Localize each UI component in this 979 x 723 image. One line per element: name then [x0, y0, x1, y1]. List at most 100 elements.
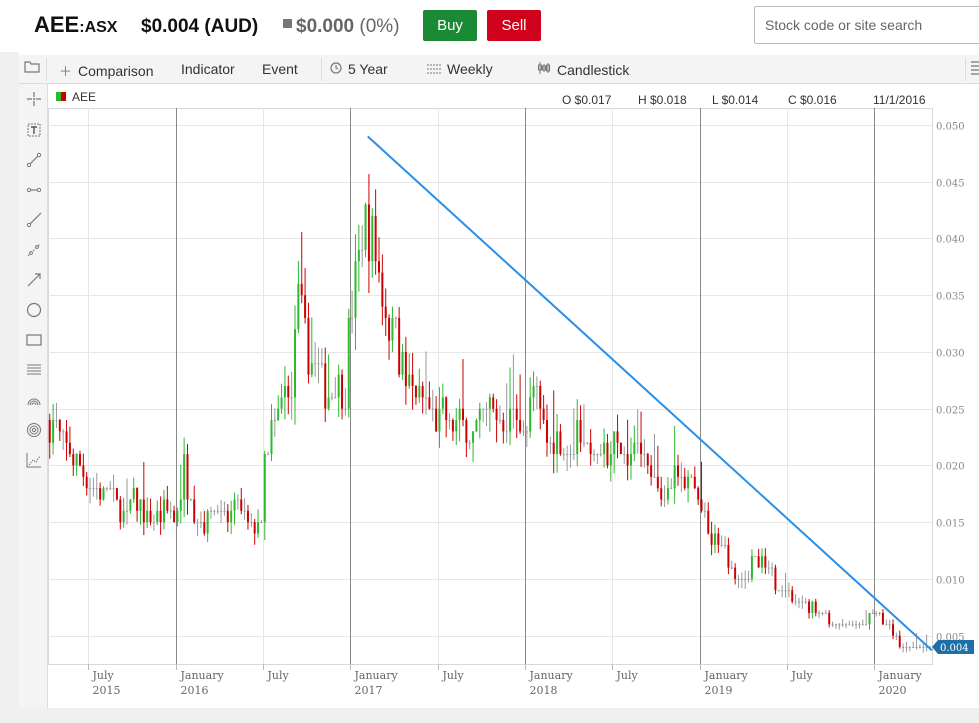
candle [149, 498, 152, 526]
search-input[interactable] [754, 6, 979, 44]
candle-body [257, 522, 260, 534]
range-selector[interactable]: 5 Year [330, 61, 388, 77]
buy-button[interactable]: Buy [423, 10, 477, 41]
candle [341, 369, 344, 420]
candle [892, 619, 895, 640]
candle-body [545, 420, 548, 443]
x-tick-month: July [267, 669, 290, 682]
candle-body [690, 476, 693, 478]
candle [48, 413, 51, 459]
candle [62, 428, 65, 450]
candle-body [509, 408, 512, 432]
segment-icon[interactable] [19, 240, 48, 260]
candle [455, 408, 458, 446]
price-chart[interactable]: 0.050 0.045 0.040 0.035 0.030 0.025 0.020 0.015… [48, 84, 979, 708]
candle [774, 564, 777, 595]
rectangle-icon[interactable] [19, 330, 48, 350]
candle [730, 560, 733, 570]
candle [159, 496, 162, 535]
event-button[interactable]: Event [262, 61, 298, 77]
candle [451, 418, 454, 441]
candle [478, 402, 481, 439]
ellipse-icon[interactable] [19, 300, 48, 320]
candle [683, 467, 686, 491]
candle-body [404, 351, 407, 386]
candle-body [196, 522, 199, 524]
candle [300, 231, 303, 304]
candle-body [700, 499, 703, 511]
candle [327, 354, 330, 411]
candle-body [179, 499, 182, 511]
arc-icon[interactable] [19, 390, 48, 410]
candle [878, 611, 881, 616]
candle [354, 234, 357, 351]
candle [404, 336, 407, 405]
settings-icon[interactable] [971, 59, 979, 80]
candle [693, 466, 696, 490]
candle [183, 437, 186, 518]
candle-body [337, 374, 340, 398]
candle [169, 501, 172, 519]
candle [720, 535, 723, 548]
fib-lines-icon[interactable] [19, 360, 48, 380]
candle-body [579, 420, 582, 443]
candle-body [102, 488, 105, 500]
candle-body [697, 488, 700, 500]
candle [794, 593, 797, 606]
arrow-icon[interactable] [19, 270, 48, 290]
candle [146, 497, 149, 529]
candle [677, 454, 680, 486]
x-tick-year: 2017 [355, 684, 383, 697]
candle-body [435, 408, 438, 432]
candle-body [173, 510, 176, 523]
candle-body [784, 590, 787, 592]
sell-button[interactable]: Sell [487, 10, 541, 41]
chart-style-selector[interactable]: Candlestick [537, 61, 629, 78]
candle-body [233, 499, 236, 511]
line-tool-icon[interactable] [19, 150, 48, 170]
y-tick-label: 0.045 [936, 179, 965, 190]
chart-legend: AEE O $0.017 H $0.018 L $0.014 C $0.016 … [56, 90, 926, 107]
ray-icon[interactable] [19, 210, 48, 230]
candle [294, 305, 297, 425]
candle [290, 371, 293, 421]
legend-low: L $0.014 [712, 93, 759, 107]
candle-body [707, 510, 710, 534]
candle-body [186, 454, 189, 500]
candle-body [710, 533, 713, 545]
candle-body [797, 601, 800, 603]
crosshair-icon[interactable] [19, 89, 48, 109]
candle [277, 395, 280, 422]
candle-body [771, 567, 774, 569]
text-tool-icon[interactable] [19, 120, 48, 140]
bottom-gutter [0, 708, 979, 723]
candle [136, 487, 139, 522]
candle-body [136, 488, 139, 511]
candle [498, 405, 501, 424]
candle-body [119, 499, 122, 523]
candle-body [159, 510, 162, 523]
interval-selector[interactable]: Weekly [427, 61, 493, 77]
candle [747, 570, 750, 583]
panel-toggle-icon[interactable] [24, 59, 40, 76]
candle [666, 477, 669, 505]
candle-body [367, 204, 370, 262]
x-tick-year: 2020 [879, 684, 907, 697]
toolbar-divider [46, 58, 47, 81]
comparison-button[interactable]: ＋ Comparison [59, 61, 154, 80]
indicator-button[interactable]: Indicator [181, 61, 235, 77]
candle-body [727, 544, 730, 568]
candle-body [566, 454, 569, 456]
candle [888, 619, 891, 630]
chart-frame [19, 55, 979, 708]
measure-icon[interactable] [19, 450, 48, 470]
candle-body [757, 556, 760, 568]
candle-body [216, 510, 219, 512]
candle-body [223, 510, 226, 512]
candle-body [865, 624, 868, 626]
candle [787, 582, 790, 598]
candle-body [478, 408, 481, 421]
horizontal-line-icon[interactable] [19, 180, 48, 200]
candle-body [898, 635, 901, 647]
circle-icon[interactable] [19, 420, 48, 440]
